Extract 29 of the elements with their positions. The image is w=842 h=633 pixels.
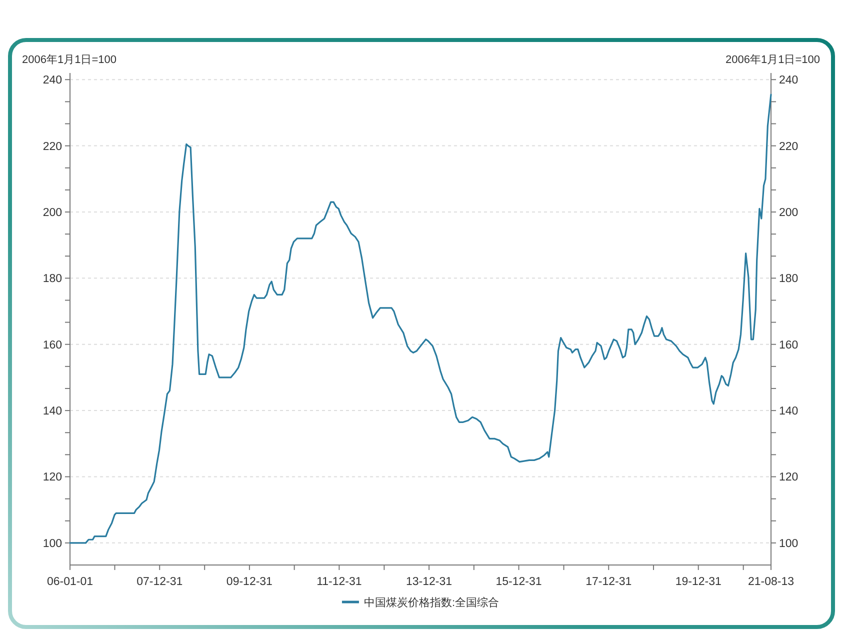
y-tick-label: 240 <box>42 74 62 87</box>
x-tick-label: 07-12-31 <box>136 576 183 588</box>
y-tick-label: 220 <box>42 140 62 153</box>
legend: 中国煤炭价格指数:全国综合 <box>342 597 500 609</box>
y-axis-title: 2006年1月1日=100 <box>22 54 116 66</box>
y-tick-label: 160 <box>42 339 62 352</box>
y-tick-label: 200 <box>42 206 62 219</box>
y-tick-label: 120 <box>42 472 62 484</box>
y2-tick-label: 160 <box>779 339 798 352</box>
y2-tick-label: 180 <box>779 273 798 286</box>
x-tick-label: 13-12-31 <box>406 576 452 588</box>
x-tick-label: 21-08-13 <box>748 576 794 588</box>
x-tick-label: 17-12-31 <box>586 576 632 588</box>
y-tick-label: 100 <box>42 538 62 550</box>
y2-tick-label: 200 <box>779 206 798 219</box>
y2-tick-label: 220 <box>779 140 798 153</box>
y-tick-label: 180 <box>42 273 62 286</box>
x-tick-label: 06-01-01 <box>46 576 94 588</box>
x-tick-label: 09-12-31 <box>226 576 272 588</box>
y2-tick-label: 140 <box>779 406 798 418</box>
y2-tick-label: 240 <box>779 74 798 87</box>
y2-tick-label: 100 <box>779 538 798 550</box>
y-tick-label: 140 <box>42 406 62 418</box>
x-tick-label: 19-12-31 <box>675 576 722 588</box>
y2-axis-title: 2006年1月1日=100 <box>726 54 820 66</box>
x-tick-label: 15-12-31 <box>496 576 542 588</box>
y2-tick-label: 120 <box>779 472 798 484</box>
x-tick-label: 11-12-31 <box>316 576 362 588</box>
legend-label: 中国煤炭价格指数:全国综合 <box>364 596 500 609</box>
